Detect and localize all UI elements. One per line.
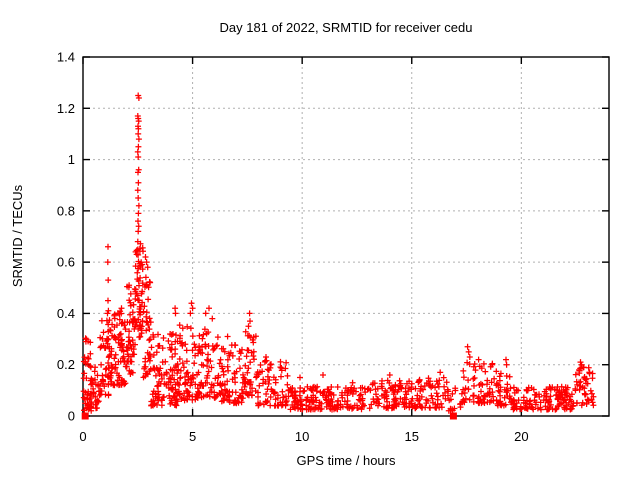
y-tick-label: 0.4 bbox=[57, 306, 75, 321]
plot-border bbox=[82, 56, 610, 417]
y-tick-label: 0 bbox=[68, 409, 75, 424]
y-tick-label: 1.2 bbox=[57, 101, 75, 116]
srmtid-plus-markers bbox=[80, 92, 597, 414]
x-axis-label: GPS time / hours bbox=[297, 453, 396, 468]
y-tick-label: 0.6 bbox=[57, 255, 75, 270]
x-tick-label: 5 bbox=[189, 429, 196, 444]
data-points bbox=[80, 92, 597, 420]
y-tick-label: 0.2 bbox=[57, 357, 75, 372]
x-tick-label: 10 bbox=[295, 429, 309, 444]
x-tick-label: 0 bbox=[79, 429, 86, 444]
x-tick-label: 15 bbox=[405, 429, 419, 444]
tick-labels: 0 5 10 15 20 0 0.2 0.4 0.6 0.8 1 1.2 1.4 bbox=[57, 50, 529, 445]
y-tick-label: 1.4 bbox=[57, 50, 75, 65]
axes-frame bbox=[82, 56, 610, 417]
y-tick-label: 0.8 bbox=[57, 203, 75, 218]
y-axis-label: SRMTID / TECUs bbox=[10, 184, 25, 287]
baseline-square-marker bbox=[81, 412, 89, 420]
x-tick-label: 20 bbox=[514, 429, 528, 444]
baseline-square-marker bbox=[449, 412, 457, 420]
chart-title: Day 181 of 2022, SRMTID for receiver ced… bbox=[220, 20, 473, 35]
y-tick-label: 1 bbox=[68, 152, 75, 167]
